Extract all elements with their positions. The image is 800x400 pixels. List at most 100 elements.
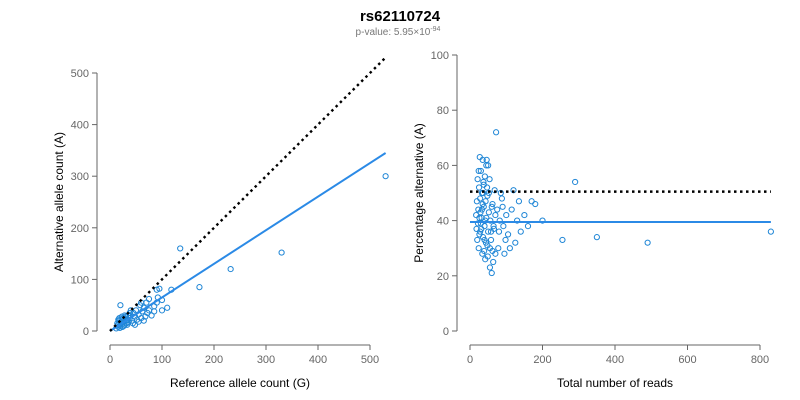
x-tick-label: 800 [751, 354, 769, 366]
data-point [117, 302, 124, 309]
data-point [145, 307, 153, 314]
data-point [177, 245, 184, 252]
data-point [476, 154, 483, 161]
subtitle-exponent: -94 [430, 26, 440, 33]
y-axis-label: Alternative allele count (A) [52, 132, 66, 272]
y-tick-label: 300 [71, 171, 89, 183]
data-point [503, 211, 510, 219]
data-point [196, 284, 203, 291]
y-tick-label: 0 [83, 326, 89, 338]
data-point [382, 173, 389, 180]
data-point [539, 217, 546, 224]
data-point [515, 198, 523, 205]
data-point [485, 209, 492, 216]
data-point [153, 286, 160, 293]
data-point [482, 256, 489, 263]
data-point [473, 211, 480, 219]
data-point [489, 200, 496, 208]
data-point [474, 220, 482, 227]
data-point [474, 236, 481, 244]
y-tick-label: 500 [71, 68, 89, 80]
expected-ratio-line [109, 56, 387, 332]
data-point [480, 181, 487, 188]
data-point [476, 214, 483, 221]
y-tick-label: 60 [437, 160, 449, 172]
data-point [524, 223, 532, 230]
x-tick-label: 500 [361, 354, 379, 366]
data-point [501, 250, 508, 257]
data-point [767, 228, 774, 235]
y-axis: 0 20 40 60 80 100 Percentage alternative (A) [412, 50, 458, 338]
data-point [480, 178, 487, 186]
x-tick-label: 600 [678, 354, 696, 366]
x-axis: 0 100 200 300 400 500 Reference allele count (… [107, 344, 379, 390]
data-point [521, 211, 528, 219]
x-tick-label: 400 [309, 354, 327, 366]
data-point [142, 313, 149, 320]
data-point [644, 239, 651, 246]
data-point [473, 198, 480, 205]
data-point [143, 299, 150, 306]
data-point [478, 206, 486, 213]
data-point [495, 228, 503, 235]
x-tick-label: 0 [467, 354, 473, 366]
data-point [510, 187, 517, 194]
y-tick-label: 20 [437, 271, 449, 283]
data-point [483, 162, 490, 169]
data-point [493, 129, 500, 136]
x-tick-label: 300 [257, 354, 275, 366]
data-point [484, 242, 491, 249]
data-point [164, 304, 171, 311]
y-tick-label: 40 [437, 216, 449, 228]
x-axis: 0 200 400 600 800 Total number of reads [467, 344, 769, 390]
reference-lines [470, 190, 771, 223]
data-point [512, 239, 519, 246]
y-tick-label: 80 [437, 105, 449, 117]
x-axis-label: Reference allele count (G) [170, 376, 310, 390]
x-tick-label: 200 [533, 354, 551, 366]
reference-lines [109, 56, 387, 332]
fit-line [109, 152, 387, 332]
data-point [485, 189, 492, 197]
x-tick-label: 0 [107, 354, 113, 366]
data-point [489, 247, 496, 255]
subtitle-prefix: p-value: 5.95×10 [356, 27, 431, 38]
data-point [475, 184, 483, 191]
y-tick-label: 100 [71, 274, 89, 286]
data-point [486, 176, 493, 183]
data-points [473, 129, 774, 277]
data-point [497, 189, 504, 197]
data-point [487, 236, 495, 244]
data-point [475, 245, 482, 252]
data-point [488, 203, 495, 210]
y-tick-label: 400 [71, 120, 89, 132]
data-point [502, 236, 509, 244]
x-tick-label: 400 [606, 354, 624, 366]
data-point [481, 236, 488, 244]
data-point [151, 308, 158, 315]
data-point [494, 206, 501, 213]
data-point [479, 250, 486, 257]
data-point [593, 234, 600, 241]
data-point [517, 228, 524, 235]
data-point [481, 223, 488, 230]
data-point [504, 231, 512, 238]
data-point [559, 236, 566, 244]
scatter-panel-percentage: 0 200 400 600 800 Total number of reads 0 20 40 6… [412, 50, 774, 390]
data-point [131, 321, 139, 328]
data-point [499, 203, 506, 210]
y-axis: 0 100 200 300 400 500 Alternative allele count… [52, 68, 98, 338]
data-point [481, 173, 488, 180]
chart-title: rs62110724 [360, 8, 441, 25]
data-point [488, 269, 495, 277]
data-point [572, 178, 579, 186]
data-point [475, 206, 482, 213]
scatter-panel-allele-counts: 0 100 200 300 400 500 Reference allele count (… [52, 56, 389, 390]
y-tick-label: 200 [71, 223, 89, 235]
data-point [487, 228, 495, 235]
data-point [491, 187, 498, 194]
data-point [500, 223, 507, 230]
data-point [490, 223, 497, 230]
y-tick-label: 0 [443, 326, 449, 338]
